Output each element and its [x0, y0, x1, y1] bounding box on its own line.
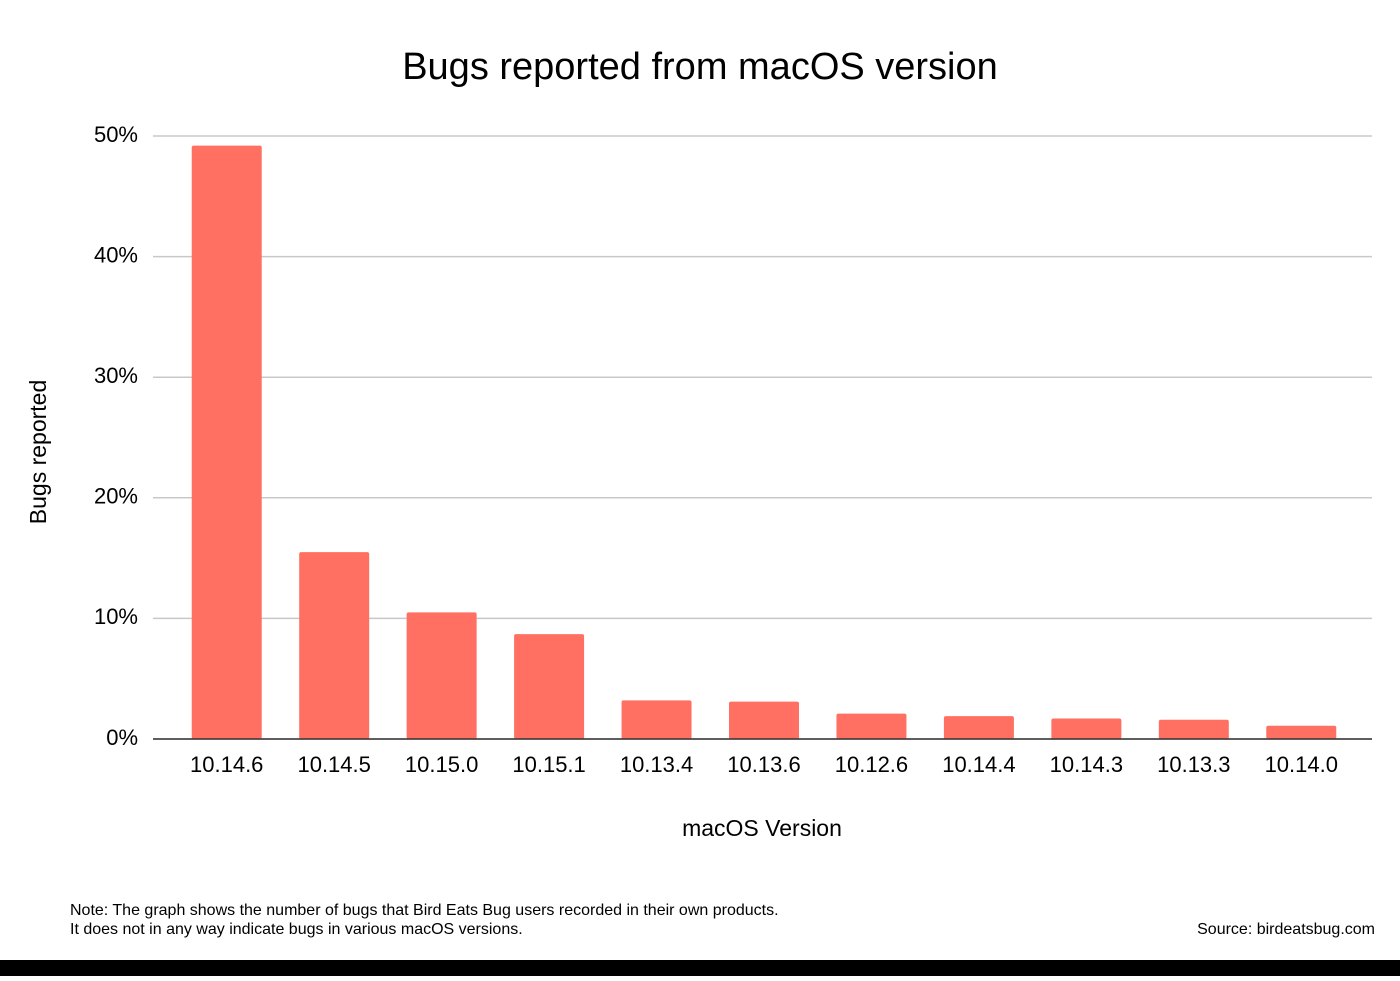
x-tick-label: 10.15.0 [405, 752, 478, 777]
bottom-bar [0, 960, 1400, 976]
bar [943, 716, 1014, 739]
note-line: Note: The graph shows the number of bugs… [70, 902, 779, 919]
x-tick-label: 10.13.4 [620, 752, 693, 777]
y-tick-label: 30% [94, 363, 138, 388]
x-axis-title: macOS Version [682, 815, 842, 841]
x-tick-label: 10.15.1 [512, 752, 585, 777]
x-tick-label: 10.13.6 [727, 752, 800, 777]
y-tick-label: 40% [94, 242, 138, 267]
y-tick-label: 0% [106, 725, 138, 750]
y-tick-label: 50% [94, 122, 138, 147]
bar [514, 634, 585, 739]
x-tick-label: 10.14.5 [297, 752, 370, 777]
x-tick-label: 10.12.6 [835, 752, 908, 777]
y-tick-label: 20% [94, 484, 138, 509]
bar [729, 701, 799, 739]
x-tick-label: 10.14.6 [190, 752, 263, 777]
bar [1266, 725, 1337, 739]
bar [299, 552, 370, 739]
bar [191, 145, 262, 739]
x-tick-label: 10.13.3 [1157, 752, 1230, 777]
x-tick-label: 10.14.4 [942, 752, 1015, 777]
source: Source: birdeatsbug.com [1197, 921, 1375, 938]
bar [406, 612, 477, 739]
y-tick-label: 10% [94, 604, 138, 629]
y-axis-title: Bugs reported [25, 380, 51, 524]
x-tick-label: 10.14.0 [1265, 752, 1338, 777]
bar [1051, 718, 1122, 739]
x-tick-label: 10.14.3 [1050, 752, 1123, 777]
chart-title: Bugs reported from macOS version [402, 46, 998, 88]
bar [1158, 719, 1229, 739]
note-line: It does not in any way indicate bugs in … [70, 921, 523, 938]
bar [621, 700, 692, 739]
bar [836, 713, 907, 739]
